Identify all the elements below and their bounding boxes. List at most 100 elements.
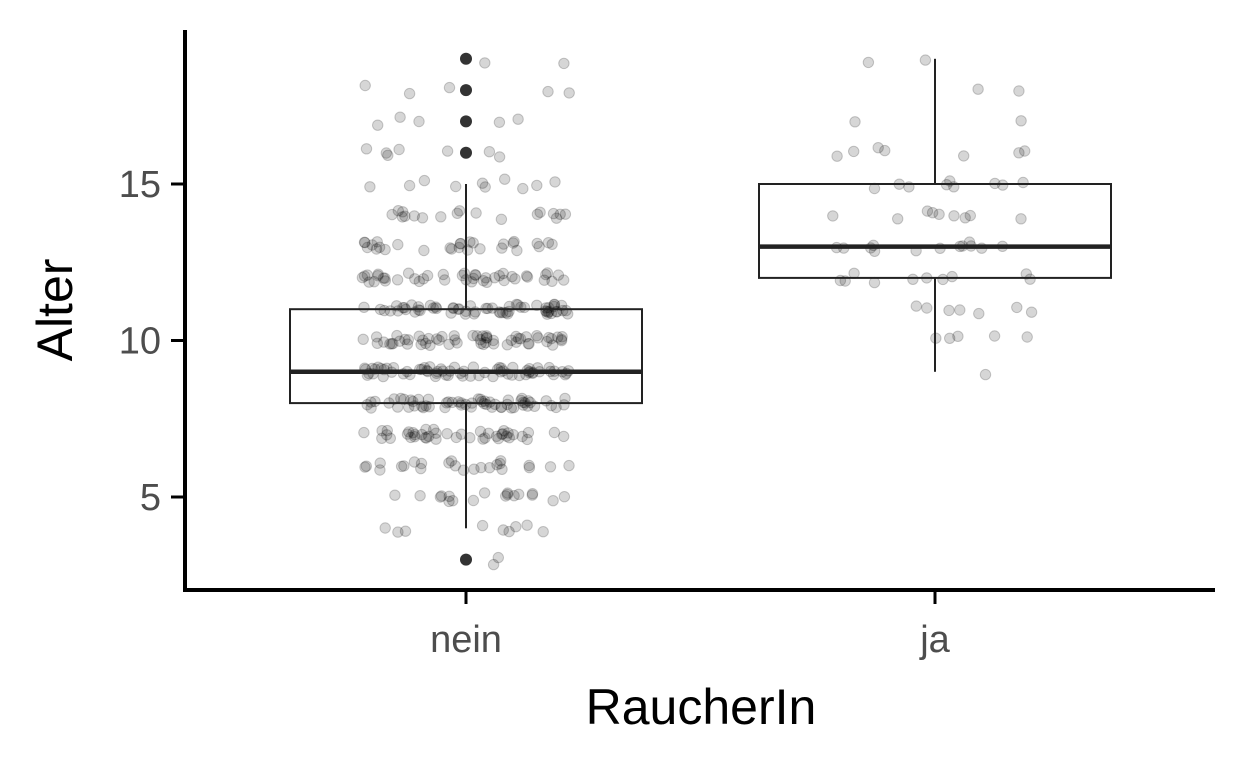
jitter-point xyxy=(435,490,448,502)
jitter-point xyxy=(1013,85,1025,97)
jitter-point xyxy=(467,272,480,285)
jitter-point xyxy=(447,302,459,314)
jitter-point xyxy=(486,401,498,413)
jitter-point xyxy=(421,269,434,282)
jitter-point xyxy=(377,272,390,284)
jitter-point xyxy=(441,428,453,440)
jitter-point xyxy=(879,144,891,157)
jitter-point xyxy=(537,526,549,538)
jitter-point xyxy=(500,430,513,442)
jitter-point xyxy=(477,330,489,342)
jitter-point xyxy=(523,461,536,474)
jitter-point xyxy=(548,426,561,439)
jitter-point xyxy=(493,151,506,163)
jitter-point xyxy=(492,551,504,564)
jitter-point xyxy=(481,331,493,344)
jitter-point xyxy=(498,274,510,287)
jitter-point xyxy=(480,398,493,411)
jitter-point xyxy=(531,208,544,221)
jitter-point xyxy=(496,428,508,440)
jitter-point xyxy=(431,333,443,345)
jitter-point xyxy=(394,111,406,123)
jitter-point xyxy=(450,431,462,444)
jitter-point xyxy=(979,368,992,381)
jitter-point xyxy=(445,307,457,319)
jitter-point xyxy=(988,330,1001,342)
jitter-point xyxy=(445,455,458,467)
jitter-point xyxy=(480,336,492,349)
jitter-point xyxy=(401,428,414,440)
jitter-point xyxy=(443,338,455,350)
jitter-point xyxy=(457,464,470,476)
jitter-point xyxy=(540,268,552,281)
jitter-point xyxy=(372,268,384,280)
jitter-point xyxy=(540,302,552,314)
jitter-point xyxy=(384,338,396,350)
jitter-point xyxy=(401,338,414,350)
jitter-point xyxy=(456,269,469,282)
jitter-point xyxy=(451,207,463,220)
jitter-point xyxy=(415,338,427,351)
jitter-point xyxy=(364,181,376,193)
jitter-point xyxy=(430,433,442,445)
jitter-point xyxy=(496,463,508,475)
jitter-point xyxy=(467,329,479,342)
jitter-point xyxy=(501,487,514,499)
jitter-point xyxy=(512,332,525,345)
jitter-point xyxy=(503,432,515,444)
jitter-point xyxy=(526,488,539,500)
jitter-point xyxy=(545,332,557,345)
jitter-point xyxy=(1015,115,1027,127)
outlier-point xyxy=(460,52,472,65)
jitter-point xyxy=(506,270,518,283)
jitter-point xyxy=(468,463,480,475)
jitter-point xyxy=(388,393,400,405)
jitter-point xyxy=(455,399,467,411)
jitter-point xyxy=(380,147,392,159)
jitter-point xyxy=(560,304,572,317)
jitter-point xyxy=(501,488,514,501)
jitter-point xyxy=(542,85,554,98)
jitter-point xyxy=(479,432,491,444)
jitter-point xyxy=(386,338,398,350)
jitter-point xyxy=(493,116,506,129)
jitter-point xyxy=(521,519,533,531)
jitter-point xyxy=(408,210,420,222)
jitter-point xyxy=(374,464,386,476)
jitter-point xyxy=(481,276,493,288)
jitter-point xyxy=(420,432,433,444)
jitter-point xyxy=(402,334,414,346)
jitter-point xyxy=(384,432,396,444)
jitter-point xyxy=(550,212,563,224)
jitter-point xyxy=(484,396,496,408)
jitter-point xyxy=(366,239,378,251)
jitter-points xyxy=(356,54,1038,571)
jitter-point xyxy=(358,270,371,282)
jitter-point xyxy=(943,304,955,317)
jitter-point xyxy=(418,244,430,257)
jitter-point xyxy=(417,334,429,346)
jitter-point xyxy=(543,331,555,344)
jitter-point xyxy=(443,81,456,94)
jitter-point xyxy=(453,241,465,254)
jitter-point xyxy=(546,275,558,287)
jitter-point xyxy=(409,431,421,443)
jitter-point xyxy=(921,302,933,314)
jitter-point xyxy=(545,399,557,412)
jitter-point xyxy=(522,426,535,439)
jitter-point xyxy=(476,177,489,189)
jitter-point xyxy=(371,236,383,248)
jitter-point xyxy=(555,299,568,312)
jitter-point xyxy=(360,143,373,155)
jitter-point xyxy=(948,210,960,222)
jitter-point xyxy=(497,428,509,440)
jitter-point xyxy=(414,304,426,317)
jitter-point xyxy=(1011,301,1023,314)
jitter-point xyxy=(403,179,416,192)
jitter-point xyxy=(359,236,371,249)
jitter-point xyxy=(921,205,934,217)
jitter-point xyxy=(523,338,535,350)
jitter-point xyxy=(359,79,371,92)
jitter-point xyxy=(365,396,377,408)
axes: 5 10 15 nein ja xyxy=(119,30,1215,661)
